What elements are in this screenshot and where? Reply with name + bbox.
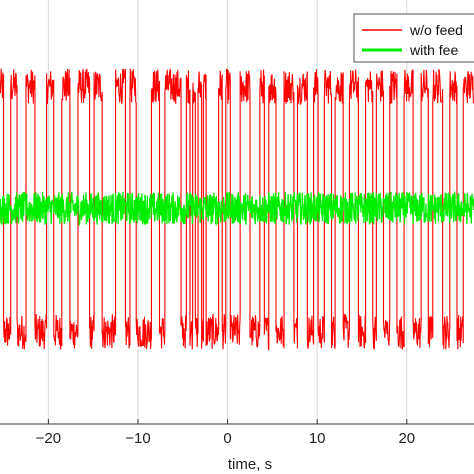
legend-entry-with-feedback: with fee bbox=[409, 42, 458, 58]
x-tick-label-2: 0 bbox=[223, 430, 231, 447]
x-tick-label-4: 20 bbox=[398, 430, 415, 447]
x-tick-label-0: −20 bbox=[36, 430, 61, 447]
legend: w/o feed with fee bbox=[353, 13, 474, 63]
x-axis-label: time, s bbox=[228, 456, 272, 473]
x-tick-label-3: 10 bbox=[309, 430, 326, 447]
legend-box bbox=[353, 13, 474, 63]
axes: −20 −10 0 10 20 time, s bbox=[0, 419, 474, 473]
x-tick-label-1: −10 bbox=[125, 430, 150, 447]
series-line-with-feedback bbox=[0, 190, 474, 227]
series-line-without-feedback bbox=[0, 68, 474, 351]
legend-entry-without-feedback: w/o feed bbox=[409, 22, 463, 38]
plot-series bbox=[0, 68, 474, 351]
